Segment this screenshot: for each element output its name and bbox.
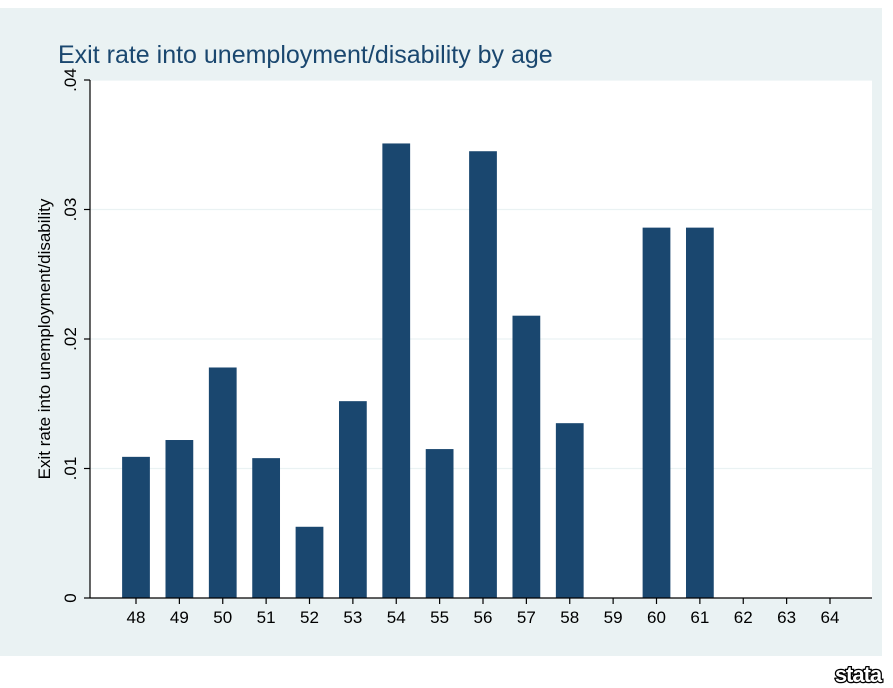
x-tick-label: 64 <box>821 608 840 627</box>
y-tick-label: .03 <box>61 198 80 222</box>
stata-logo: stata <box>826 663 890 687</box>
x-tick-label: 55 <box>430 608 449 627</box>
x-tick-label: 58 <box>560 608 579 627</box>
x-tick-label: 54 <box>387 608 406 627</box>
x-tick-label: 61 <box>690 608 709 627</box>
bar-age-61 <box>685 227 714 598</box>
y-tick-label: .01 <box>61 457 80 481</box>
x-tick-label: 57 <box>517 608 536 627</box>
x-tick-label: 52 <box>300 608 319 627</box>
y-axis-title: Exit rate into unemployment/disability <box>35 198 54 479</box>
bar-age-48 <box>122 456 150 598</box>
bar-age-56 <box>469 151 497 598</box>
y-axis-ticks: 0 .01 .02 .03 .04 <box>61 68 90 603</box>
bar-age-50 <box>208 367 237 598</box>
x-tick-label: 59 <box>604 608 623 627</box>
bar-age-55 <box>425 449 454 598</box>
bar-age-58 <box>555 423 584 598</box>
x-tick-label: 49 <box>170 608 189 627</box>
bar-age-57 <box>512 315 541 598</box>
y-tick-label: 0 <box>61 593 80 602</box>
bars <box>122 143 714 598</box>
x-tick-label: 48 <box>127 608 146 627</box>
x-tick-label: 63 <box>777 608 796 627</box>
chart-panel: 0 .01 .02 .03 .04 48 49 50 51 52 53 54 55 56 57 58 59 60… <box>0 8 882 656</box>
svg-text:stata: stata <box>835 663 883 687</box>
x-tick-label: 56 <box>474 608 493 627</box>
y-tick-label: .02 <box>61 327 80 351</box>
x-tick-label: 51 <box>257 608 276 627</box>
chart-title: Exit rate into unemployment/disability b… <box>58 41 553 69</box>
x-tick-label: 60 <box>647 608 666 627</box>
x-tick-label: 50 <box>213 608 232 627</box>
x-tick-label: 62 <box>734 608 753 627</box>
bar-age-51 <box>252 458 281 598</box>
bar-age-54 <box>382 143 411 598</box>
x-tick-label: 53 <box>343 608 362 627</box>
bar-age-53 <box>338 401 367 598</box>
y-tick-label: .04 <box>61 68 80 92</box>
bar-age-52 <box>295 526 324 598</box>
bar-chart: 0 .01 .02 .03 .04 48 49 50 51 52 53 54 55 56 57 58 59 60… <box>35 41 872 627</box>
bar-age-60 <box>642 227 671 598</box>
x-axis-ticks: 48 49 50 51 52 53 54 55 56 57 58 59 60 61 62 63 64 <box>127 598 840 627</box>
bar-age-49 <box>165 440 194 598</box>
